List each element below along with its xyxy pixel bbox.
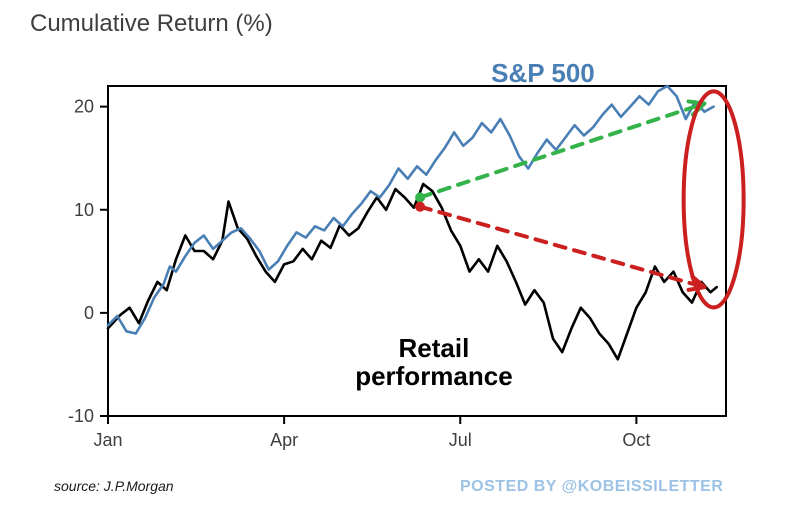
chart-canvas: -10 0 10 20 Jan Apr Jul Oct xyxy=(0,0,788,522)
source-attribution: source: J.P.Morgan xyxy=(54,478,174,494)
svg-text:Oct: Oct xyxy=(622,430,650,450)
svg-text:0: 0 xyxy=(84,303,94,323)
svg-text:Jan: Jan xyxy=(93,430,122,450)
sp500-series-label: S&P 500 xyxy=(491,58,595,89)
posted-by-watermark: POSTED BY @KOBEISSILETTER xyxy=(460,478,723,496)
svg-text:20: 20 xyxy=(74,97,94,117)
retail-series-label: Retailperformance xyxy=(355,334,513,390)
svg-text:-10: -10 xyxy=(68,406,94,426)
svg-text:Jul: Jul xyxy=(449,430,472,450)
svg-text:Apr: Apr xyxy=(270,430,298,450)
svg-text:10: 10 xyxy=(74,200,94,220)
